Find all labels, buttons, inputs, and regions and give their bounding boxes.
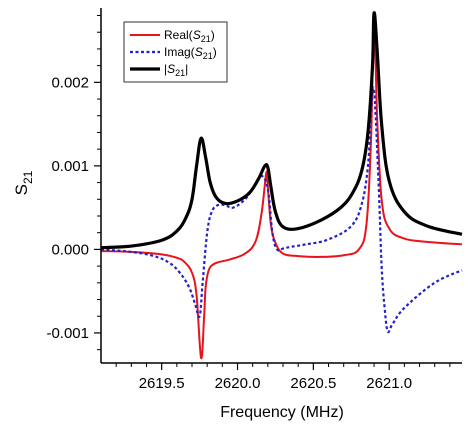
series-line-0 — [100, 14, 463, 360]
legend-label-1-pre: Imag( — [164, 45, 195, 59]
series-line-2 — [100, 11, 463, 250]
x-tick-label-3: 2621.0 — [366, 375, 412, 392]
legend-label-0: Real(S21) — [164, 28, 215, 44]
y-tick-label-0: -0.001 — [46, 325, 89, 342]
x-tick-label-0: 2619.5 — [139, 375, 185, 392]
y-tick-label-2: 0.001 — [51, 158, 89, 175]
legend-label-1-post: ) — [213, 45, 217, 59]
legend-label-0-pre: Real( — [164, 28, 193, 42]
series-layer — [100, 11, 463, 360]
legend-label-2-sub: 21 — [175, 68, 185, 78]
legend-label-2-post: | — [185, 62, 188, 76]
legend-label-2-pre: | — [164, 62, 167, 76]
y-axis-title-main: S — [12, 184, 31, 195]
legend-label-1: Imag(S21) — [164, 45, 217, 61]
x-tick-label-1: 2620.0 — [215, 375, 261, 392]
legend: Real(S21)Imag(S21)|S21| — [123, 21, 228, 83]
x-axis-title: Frequency (MHz) — [220, 404, 344, 421]
legend-label-1-sub: 21 — [203, 51, 213, 61]
y-tick-label-1: 0.000 — [51, 241, 89, 258]
legend-label-1-main: S — [195, 45, 203, 59]
legend-label-2: |S21| — [164, 62, 188, 78]
legend-label-0-main: S — [193, 28, 201, 42]
ticks-layer: -0.001 0.000 0.001 0.002 2619.5 2620.0 2620.5 2… — [46, 15, 451, 392]
legend-label-0-post: ) — [211, 28, 215, 42]
x-tick-label-2: 2620.5 — [290, 375, 336, 392]
y-axis-title: S21 — [12, 170, 35, 195]
legend-label-0-sub: 21 — [201, 34, 211, 44]
y-axis-title-sub: 21 — [21, 170, 35, 184]
y-tick-label-3: 0.002 — [51, 74, 89, 91]
legend-label-2-main: S — [167, 62, 175, 76]
series-line-1 — [100, 86, 463, 334]
